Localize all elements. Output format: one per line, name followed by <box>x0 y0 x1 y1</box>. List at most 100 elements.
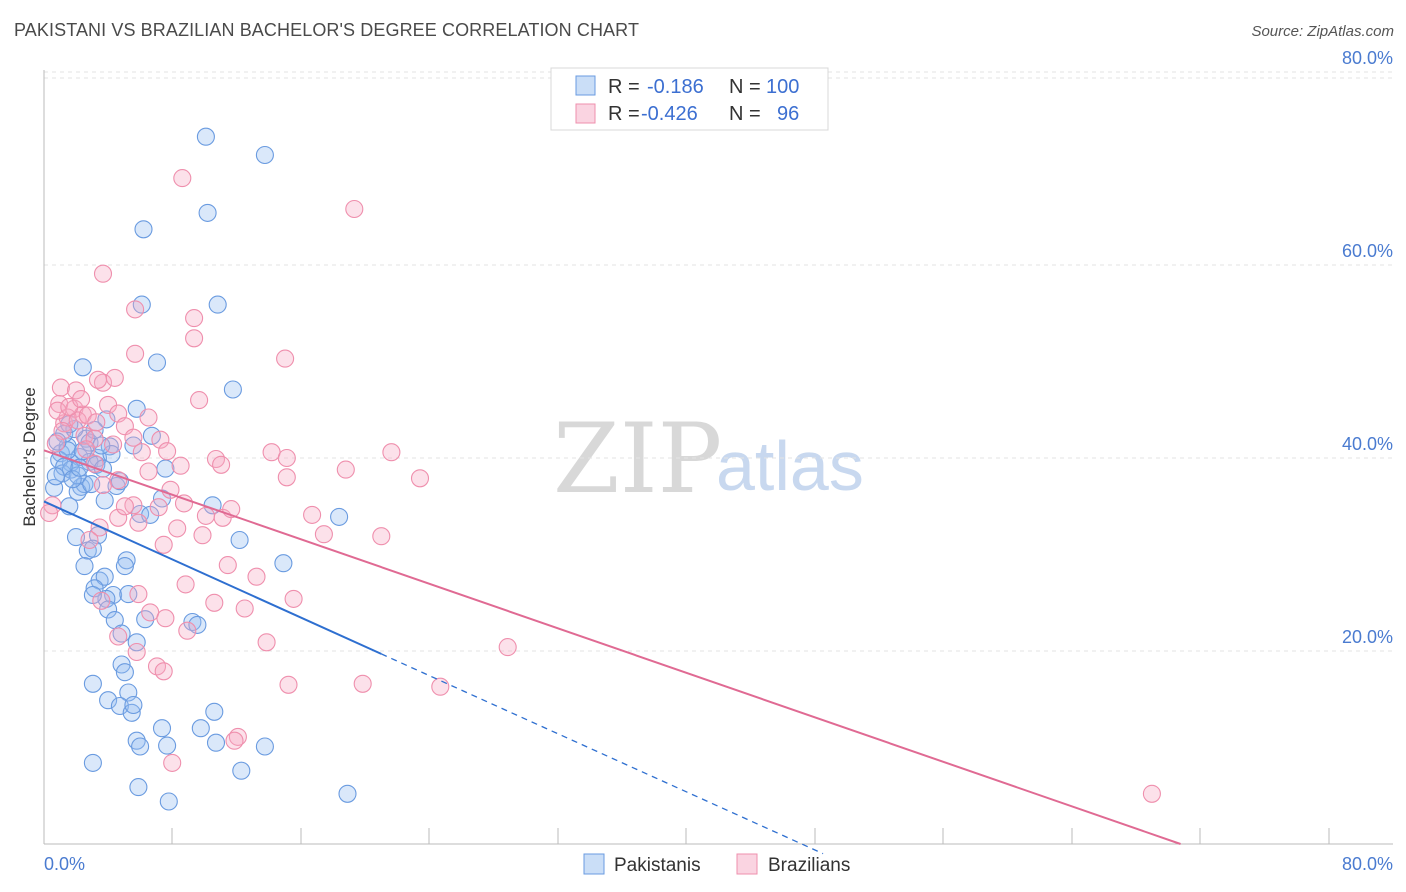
data-point <box>110 696 129 716</box>
data-point <box>161 480 180 499</box>
data-point <box>88 370 108 389</box>
data-point <box>48 401 67 420</box>
data-point <box>95 567 114 586</box>
data-point <box>1142 784 1161 803</box>
data-point <box>193 526 212 545</box>
data-point <box>208 295 227 314</box>
data-point <box>73 405 92 424</box>
data-point <box>345 199 364 219</box>
data-point <box>66 528 86 547</box>
data-point <box>45 478 64 497</box>
data-point <box>73 358 92 377</box>
data-point <box>284 589 303 608</box>
data-point <box>262 443 281 462</box>
data-point <box>80 530 99 550</box>
legend-swatch-pakistanis <box>575 75 596 96</box>
data-point <box>314 525 333 544</box>
trend-line <box>43 500 382 655</box>
data-point <box>158 442 177 461</box>
data-point <box>257 633 276 652</box>
data-point <box>109 508 128 527</box>
data-point <box>185 329 204 348</box>
data-point <box>338 784 357 803</box>
y-tick-labels: 20.0% 40.0% 60.0% 80.0% <box>1342 48 1393 647</box>
data-point <box>129 513 148 532</box>
series-brazilians <box>40 169 1161 803</box>
data-point <box>141 603 160 622</box>
data-point <box>51 378 70 397</box>
data-point <box>196 127 215 146</box>
data-point <box>277 468 296 487</box>
data-point <box>127 633 146 652</box>
data-point <box>205 593 224 612</box>
data-point <box>174 494 194 513</box>
y-tick-label: 20.0% <box>1342 627 1393 647</box>
data-point <box>142 426 161 445</box>
data-point <box>173 169 192 188</box>
data-point <box>99 691 118 710</box>
data-point <box>75 426 94 445</box>
data-point <box>119 585 138 604</box>
x-tick-max: 80.0% <box>1342 854 1393 874</box>
data-point <box>129 778 148 797</box>
data-point <box>218 556 237 575</box>
data-point <box>410 469 430 488</box>
data-point <box>206 733 226 752</box>
legend-n-value-1: 100 <box>766 76 799 98</box>
legend-r-label-1: R = <box>608 76 640 98</box>
data-point <box>93 373 113 392</box>
data-point <box>196 506 215 525</box>
data-point <box>139 408 158 427</box>
legend-n-value-2: 96 <box>777 103 799 125</box>
data-point <box>247 567 266 586</box>
bottom-swatch-pakistanis <box>583 853 605 875</box>
data-point <box>154 535 173 554</box>
data-point <box>95 491 114 510</box>
data-point <box>212 455 231 474</box>
y-axis-title: Bachelor's Degree <box>20 387 39 526</box>
data-point <box>68 411 87 430</box>
data-point <box>151 430 170 449</box>
data-point <box>109 627 128 646</box>
data-point <box>126 300 145 319</box>
y-tick-label: 80.0% <box>1342 48 1393 68</box>
data-point <box>190 391 209 410</box>
data-point <box>206 449 226 469</box>
data-point <box>93 475 113 495</box>
data-point <box>83 674 102 693</box>
data-point <box>198 203 217 222</box>
data-point <box>93 264 113 283</box>
axes <box>43 70 1393 845</box>
data-point <box>159 792 178 811</box>
legend-r-value-2: -0.426 <box>641 103 698 125</box>
data-point <box>277 448 296 468</box>
data-point <box>152 719 172 738</box>
data-point <box>176 575 195 594</box>
gridlines <box>44 71 1393 652</box>
data-point <box>134 220 153 239</box>
data-point <box>85 454 104 473</box>
data-point <box>168 519 187 538</box>
data-point <box>131 737 150 756</box>
legend-r-label-2: R = <box>608 103 640 125</box>
data-point <box>191 719 210 738</box>
data-point <box>185 309 204 328</box>
data-point <box>132 443 151 462</box>
y-tick-label: 40.0% <box>1342 434 1393 454</box>
data-point <box>139 462 158 481</box>
watermark-zip: ZIP <box>553 403 722 515</box>
data-point <box>72 390 91 409</box>
watermark-atlas: atlas <box>716 427 864 505</box>
data-point <box>97 410 116 429</box>
data-point <box>147 353 167 372</box>
data-point <box>75 557 94 576</box>
data-point <box>255 145 274 165</box>
bottom-swatch-brazilians <box>736 853 758 875</box>
series-legend: Pakistanis Brazilians <box>583 853 850 876</box>
legend-n-label-2: N = <box>729 103 761 125</box>
chart-title: PAKISTANI VS BRAZILIAN BACHELOR'S DEGREE… <box>14 20 640 40</box>
data-point <box>171 456 190 475</box>
data-point <box>230 530 249 550</box>
bottom-legend-pakistanis: Pakistanis <box>614 855 701 876</box>
